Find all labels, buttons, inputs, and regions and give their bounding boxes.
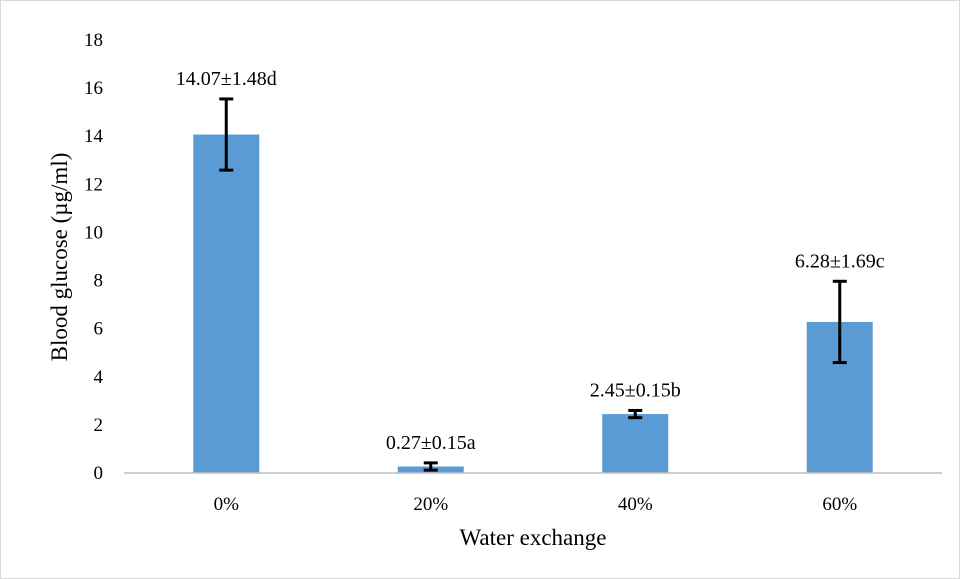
bar: [602, 414, 669, 473]
data-label: 2.45±0.15b: [590, 379, 681, 401]
y-axis-title: Blood glucose (µg/ml): [47, 153, 72, 362]
error-bars: [219, 97, 847, 472]
error-bar: [628, 408, 643, 420]
error-bar: [832, 279, 847, 365]
x-tick-label: 0%: [214, 494, 240, 515]
x-tick-labels: 0% 20% 40% 60%: [214, 494, 858, 515]
error-bar: [219, 97, 234, 172]
x-axis-title: Water exchange: [460, 525, 607, 550]
y-tick-label: 2: [94, 415, 104, 436]
y-tick-label: 8: [94, 271, 104, 292]
data-label: 14.07±1.48d: [176, 68, 277, 90]
x-tick-label: 60%: [822, 494, 857, 515]
data-labels: 14.07±1.48d 0.27±0.15a 2.45±0.15b 6.28±1.69…: [176, 68, 885, 454]
y-tick-label: 18: [84, 30, 103, 51]
bar: [193, 134, 260, 473]
y-tick-label: 0: [94, 463, 104, 484]
y-tick-label: 14: [84, 126, 104, 147]
data-label: 0.27±0.15a: [386, 432, 476, 454]
x-tick-label: 40%: [618, 494, 653, 515]
y-tick-label: 6: [94, 319, 104, 340]
bars: [193, 134, 873, 473]
x-tick-label: 20%: [413, 494, 448, 515]
y-tick-labels: 0 2 4 6 8 10 12 14 16 18: [84, 30, 104, 484]
data-label: 6.28±1.69c: [795, 250, 885, 272]
y-tick-label: 16: [84, 78, 103, 99]
y-tick-label: 10: [84, 222, 103, 243]
error-bar: [423, 461, 438, 472]
y-tick-label: 12: [84, 174, 103, 195]
y-tick-label: 4: [94, 367, 104, 388]
